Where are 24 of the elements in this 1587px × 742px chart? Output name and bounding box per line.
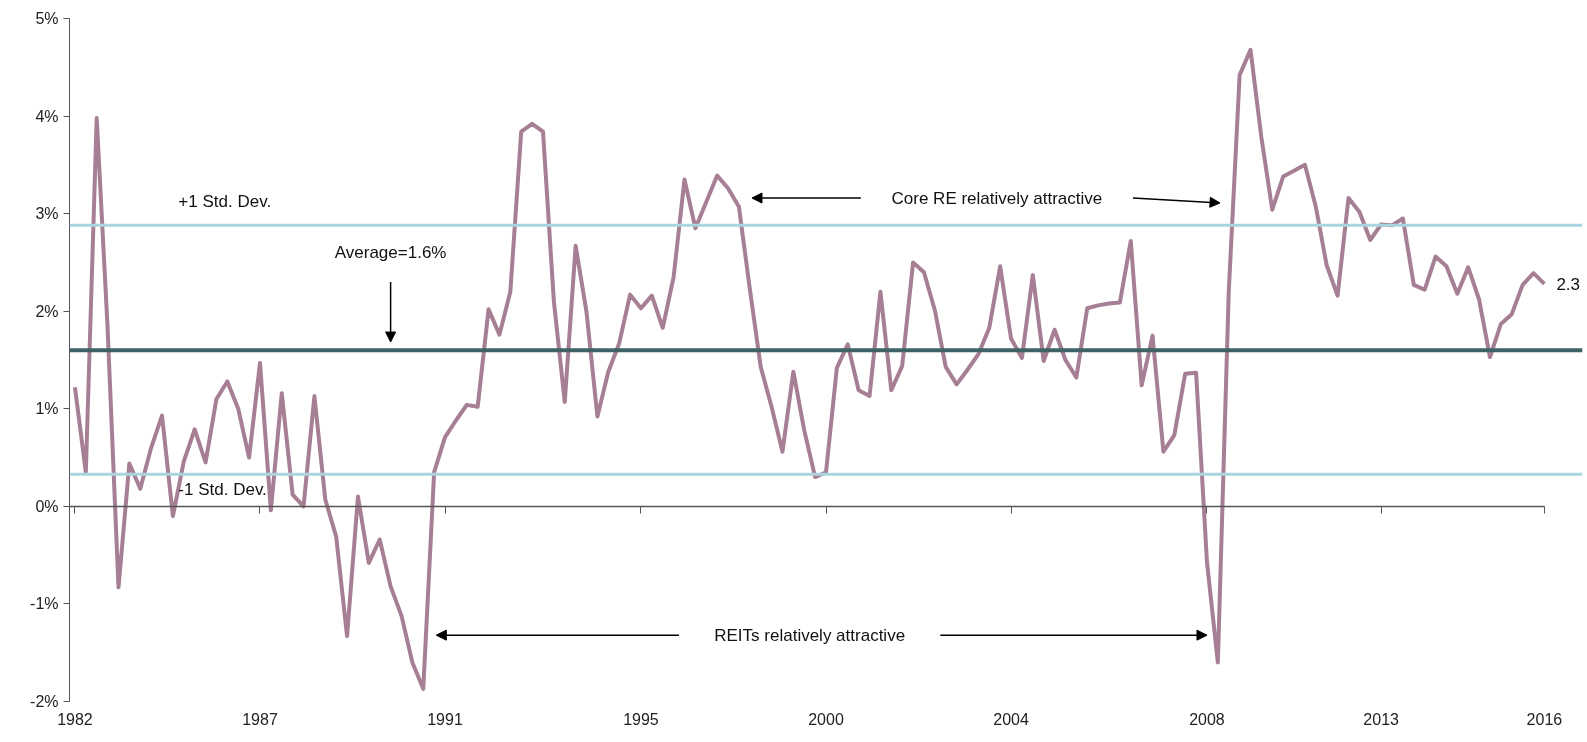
x-tick-label: 2008 xyxy=(1189,710,1225,728)
x-tick-label: 1987 xyxy=(242,710,278,728)
annotation: Core RE relatively attractive xyxy=(891,188,1103,208)
x-tick-label: 2004 xyxy=(993,710,1029,728)
x-tick-label: 2000 xyxy=(808,710,844,728)
line-series xyxy=(72,47,1547,691)
x-tick-label: 1982 xyxy=(57,710,93,728)
annotation: REITs relatively attractive xyxy=(714,625,906,645)
x-tick-label: 2016 xyxy=(1526,710,1563,728)
ref-line-label: Average=1.6% xyxy=(334,243,447,263)
y-tick-label: 1% xyxy=(35,400,59,418)
x-tick-label: 1995 xyxy=(623,710,659,728)
y-tick-label: 0% xyxy=(35,497,59,515)
ref-line-label: -1 Std. Dev. xyxy=(178,480,267,500)
y-tick-label: 2% xyxy=(35,302,59,320)
annotation: 2.3 xyxy=(1556,274,1581,294)
y-tick-label: -2% xyxy=(30,693,59,710)
ref-line-label: +1 Std. Dev. xyxy=(178,192,272,212)
y-tick-label: 3% xyxy=(35,205,59,223)
x-tick-label: 2013 xyxy=(1363,710,1400,728)
x-tick-label: 1991 xyxy=(427,710,463,728)
y-tick-label: 4% xyxy=(35,107,59,125)
y-tick-label: -1% xyxy=(30,595,59,613)
y-tick-label: 5% xyxy=(35,10,59,27)
